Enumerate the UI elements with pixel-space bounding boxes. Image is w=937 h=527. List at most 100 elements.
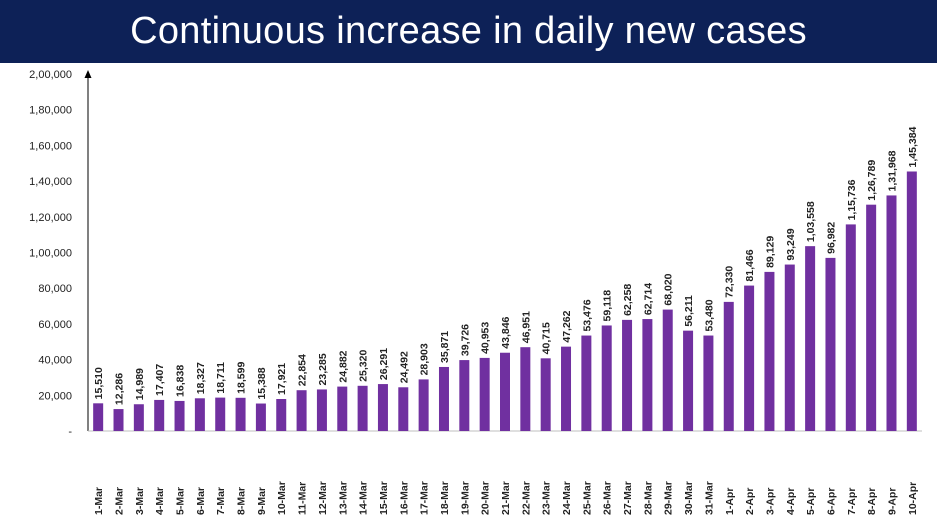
x-tick-label: 29-Mar [663,481,675,515]
x-tick-label: 31-Mar [703,481,715,515]
bar [845,224,856,431]
bar [744,285,755,431]
x-tick-label: 16-Mar [398,481,410,515]
bar-chart: - 20,000 40,000 60,000 80,000 1,00,000 1,20,00… [29,69,922,515]
x-tick-label: 5-Mar [175,487,187,515]
y-tick-label: 60,000 [38,319,72,331]
data-label: 96,982 [825,222,837,254]
bar [174,400,185,431]
data-label: 62,714 [642,283,654,315]
data-label: 40,953 [480,322,492,354]
x-tick-label: 8-Mar [236,487,248,515]
x-tick-label: 7-Mar [215,487,227,515]
bars [93,171,917,431]
y-axis-arrow [84,70,92,78]
data-label: 1,15,736 [846,179,858,220]
bar [723,301,734,431]
bar [866,204,877,431]
data-label: 18,327 [195,362,207,394]
data-label: 93,249 [785,228,797,260]
data-labels: 15,510 12,286 14,989 17,407 16,838 18,327 18,7… [93,126,919,405]
bar [601,325,612,431]
data-label: 1,31,968 [886,150,898,191]
bar [642,319,653,431]
bar [215,397,226,431]
bar [296,390,307,431]
x-tick-label: 10-Mar [276,481,288,515]
data-label: 1,03,558 [805,201,817,242]
data-label: 17,407 [154,364,166,396]
x-tick-label: 30-Mar [683,481,695,515]
data-label: 17,921 [276,363,288,395]
data-label: 40,715 [541,322,553,354]
data-label: 53,480 [703,299,715,331]
y-tick-label: 2,00,000 [29,69,72,81]
x-tick-label: 20-Mar [480,481,492,515]
bar [825,257,836,431]
bar [113,409,124,431]
x-tick-label: 18-Mar [439,481,451,515]
bar [662,309,673,431]
bar [438,366,449,431]
data-label: 14,989 [134,368,146,400]
bar [500,352,510,431]
x-tick-label: 6-Mar [195,487,207,515]
x-tick-label: 13-Mar [337,481,349,515]
x-tick-label: 23-Mar [541,481,553,515]
x-axis-ticks: 1-Mar 2-Mar 3-Mar 4-Mar 5-Mar 6-Mar 7-Mar 8-Mar… [93,481,919,515]
x-tick-label: 17-Mar [419,481,431,515]
x-tick-label: 11-Mar [297,482,309,515]
x-tick-label: 4-Mar [154,487,166,515]
data-label: 12,286 [114,373,126,405]
x-tick-label: 6-Apr [825,488,837,515]
x-tick-label: 9-Apr [886,488,898,515]
data-label: 18,599 [236,362,248,394]
data-label: 23,285 [317,353,329,385]
data-label: 56,211 [683,295,695,327]
y-axis: - 20,000 40,000 60,000 80,000 1,00,000 1,20,00… [29,69,922,438]
y-tick-label: 20,000 [38,390,72,402]
y-tick-label: 80,000 [38,283,72,295]
bar [154,399,165,431]
x-tick-label: 2-Apr [744,488,756,515]
bar [255,403,266,431]
x-tick-label: 12-Mar [317,481,329,515]
data-label: 1,26,789 [866,160,878,201]
bar [316,389,327,431]
data-label: 53,476 [581,299,593,331]
data-label: 59,118 [602,290,614,322]
data-label: 35,871 [439,331,451,363]
bar [561,346,572,431]
data-label: 22,854 [297,354,309,386]
bar [703,335,714,431]
x-tick-label: 2-Mar [114,487,126,515]
x-tick-label: 1-Apr [724,488,736,515]
bar [398,387,409,431]
x-tick-label: 24-Mar [561,481,573,515]
x-tick-label: 5-Apr [805,488,817,515]
bar [520,347,531,431]
y-tick-label: 1,60,000 [29,140,72,152]
title-banner: Continuous increase in daily new cases [0,0,937,63]
bar [805,246,816,431]
x-tick-label: 1-Mar [93,487,105,515]
bar [581,335,592,431]
bar [357,385,368,431]
bar [377,384,388,431]
x-tick-label: 26-Mar [602,481,614,515]
x-tick-label: 15-Mar [378,481,390,515]
x-tick-label: 10-Apr [907,482,919,515]
data-label: 24,492 [398,351,410,383]
data-label: 25,320 [358,350,370,382]
bar [540,358,551,431]
bar [194,398,205,431]
x-tick-label: 22-Mar [520,481,532,515]
bar [479,357,490,431]
x-tick-label: 27-Mar [622,481,634,515]
bar [784,264,795,431]
bar [418,379,429,431]
x-tick-label: 21-Mar [500,481,512,515]
x-tick-label: 28-Mar [642,481,654,515]
data-label: 62,258 [622,284,634,316]
data-label: 15,388 [256,367,268,399]
